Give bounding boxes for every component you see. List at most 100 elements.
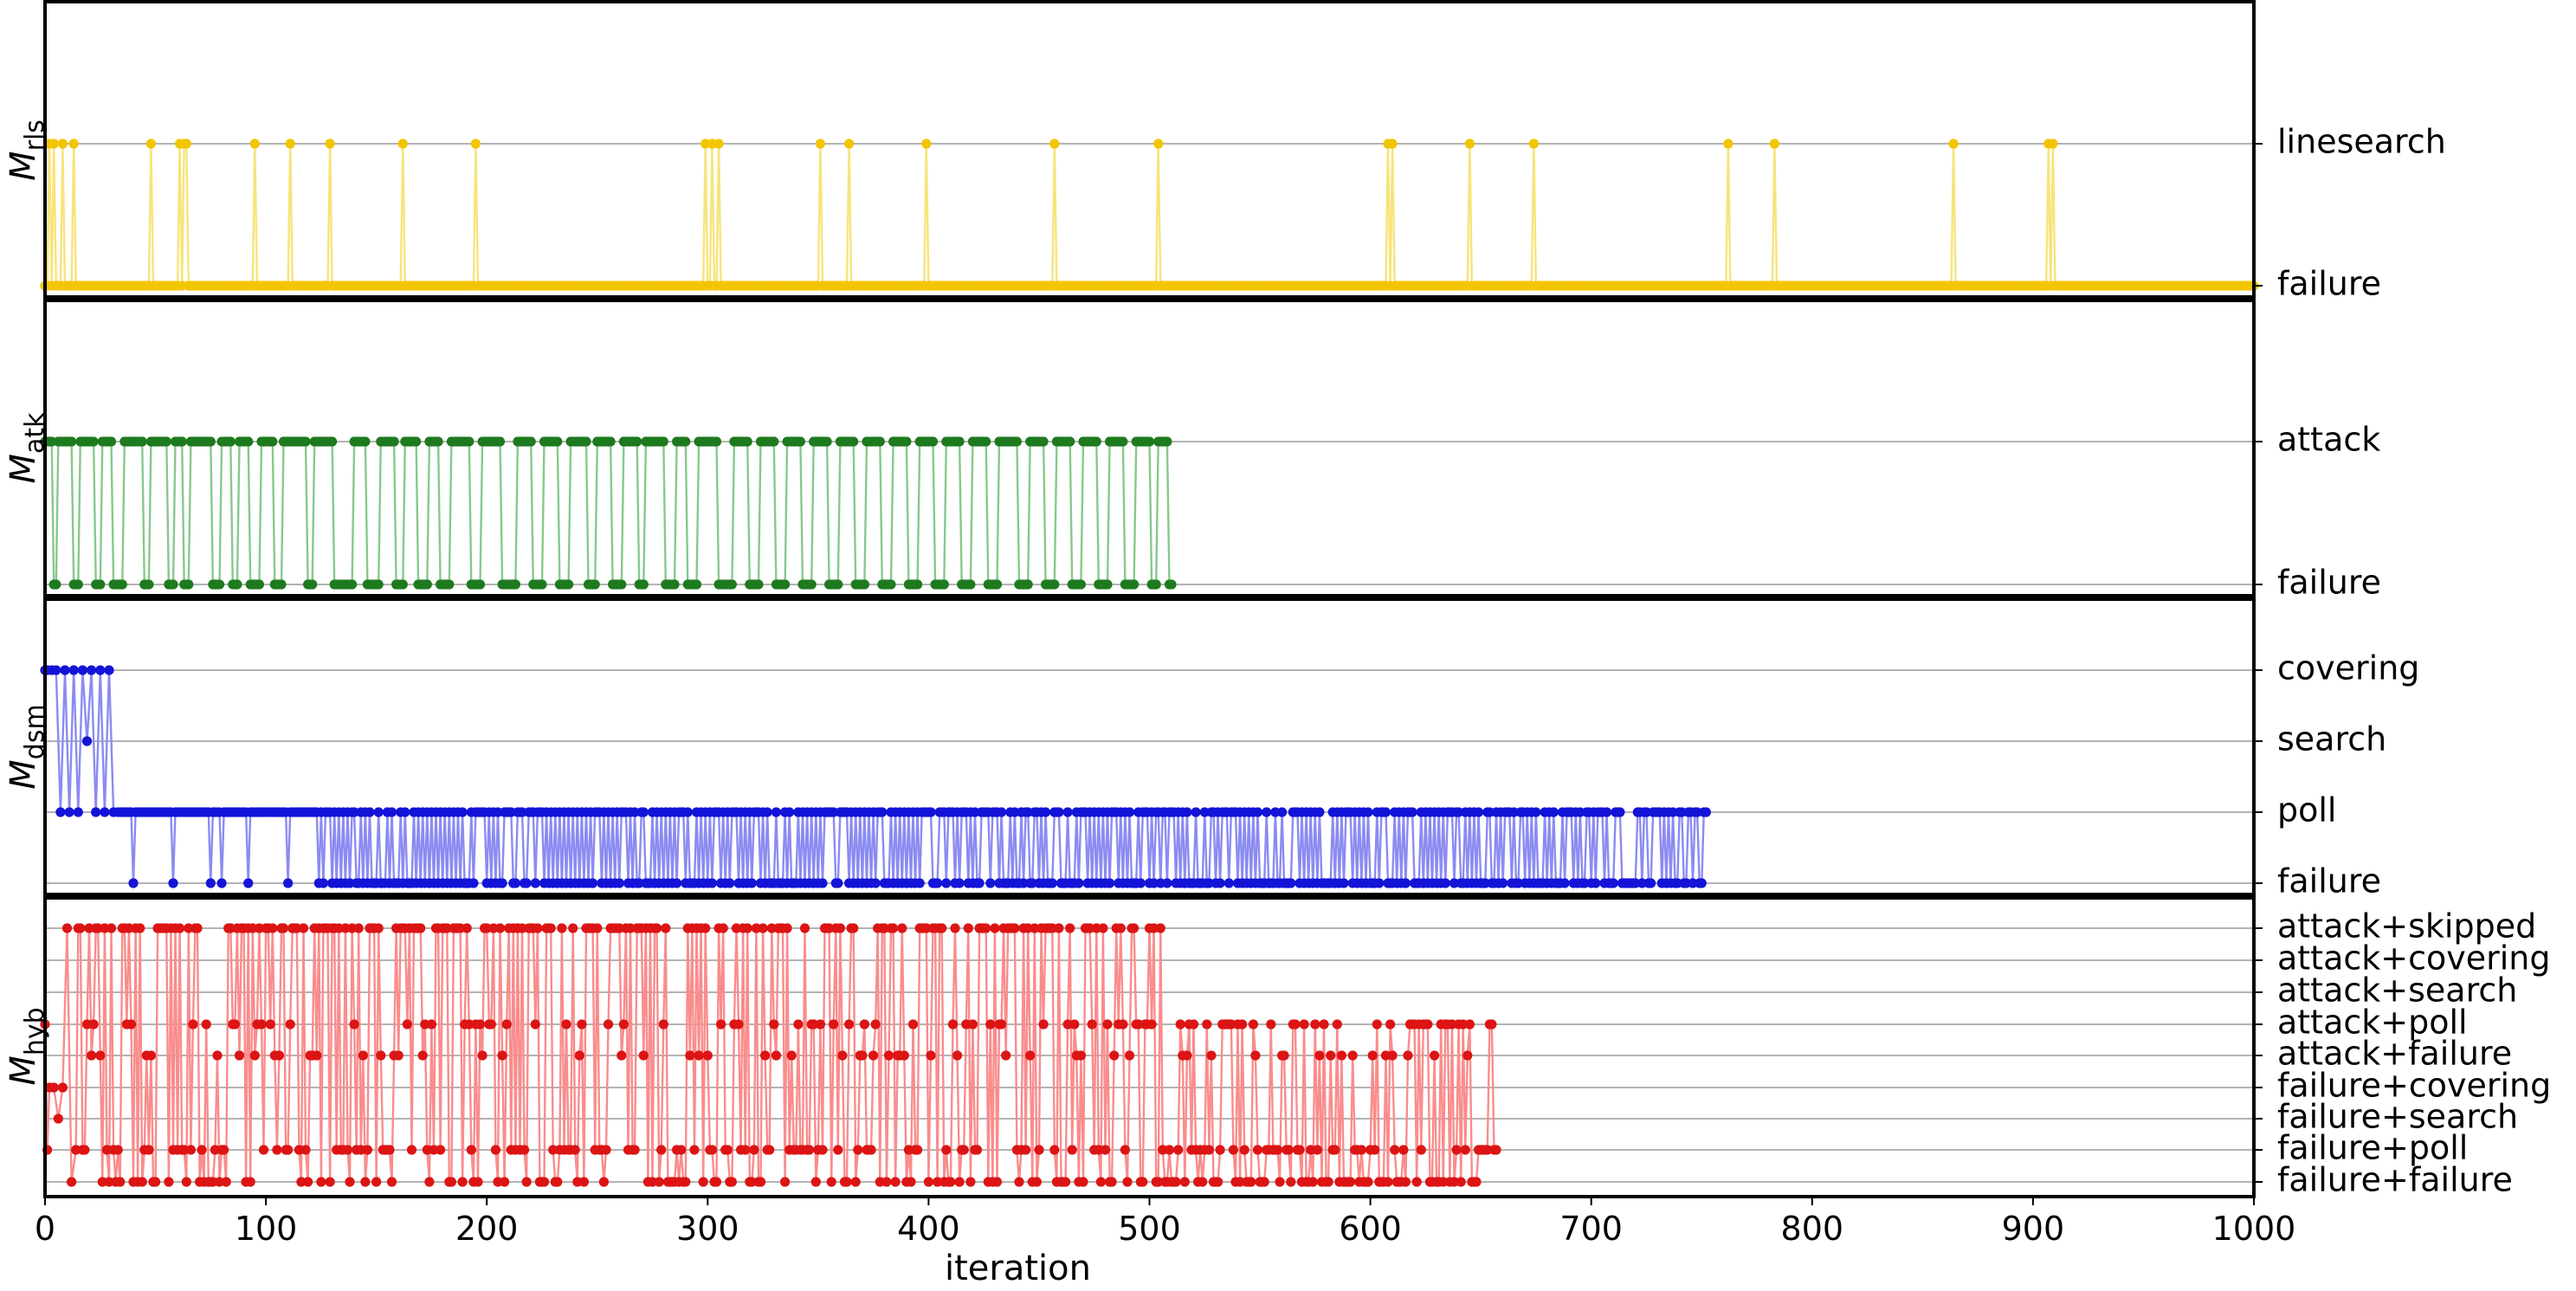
data-point bbox=[1330, 1145, 1340, 1155]
data-point bbox=[698, 1177, 708, 1187]
data-point bbox=[634, 878, 644, 888]
data-point bbox=[75, 923, 86, 933]
data-point bbox=[539, 1177, 550, 1187]
data-point bbox=[1259, 1177, 1269, 1187]
data-point bbox=[954, 436, 965, 447]
data-point bbox=[933, 878, 943, 888]
data-point bbox=[137, 1177, 147, 1187]
data-point bbox=[1215, 878, 1225, 888]
data-point bbox=[1266, 1019, 1276, 1030]
data-point bbox=[1062, 1019, 1073, 1030]
data-point bbox=[1314, 807, 1325, 817]
data-point bbox=[1487, 1019, 1497, 1030]
data-point bbox=[1323, 1177, 1333, 1187]
data-point bbox=[903, 1145, 914, 1155]
data-point bbox=[742, 436, 752, 447]
data-point bbox=[681, 1177, 691, 1187]
data-point bbox=[221, 1177, 231, 1187]
data-point bbox=[716, 1019, 726, 1030]
data-point bbox=[835, 923, 846, 933]
data-point bbox=[283, 1145, 294, 1155]
data-point bbox=[769, 1019, 779, 1030]
data-point bbox=[711, 436, 722, 447]
data-point bbox=[913, 579, 923, 590]
data-point bbox=[61, 923, 73, 933]
data-point bbox=[656, 1145, 667, 1155]
data-point bbox=[877, 807, 888, 817]
data-point bbox=[1062, 807, 1073, 817]
panel-ylabel-hyb: Mhyb bbox=[3, 1007, 50, 1085]
data-point bbox=[1067, 1145, 1077, 1155]
data-point bbox=[389, 436, 399, 447]
data-point bbox=[906, 1177, 916, 1187]
data-point bbox=[446, 1177, 457, 1187]
data-point bbox=[1030, 923, 1040, 933]
data-point bbox=[184, 923, 194, 933]
data-point bbox=[921, 139, 932, 149]
data-point bbox=[552, 436, 563, 447]
data-point bbox=[782, 923, 792, 933]
series-line-rls bbox=[45, 142, 2254, 287]
data-point bbox=[1129, 579, 1140, 590]
data-point bbox=[833, 579, 843, 590]
data-point bbox=[77, 665, 87, 675]
data-point bbox=[1248, 1019, 1258, 1030]
data-point bbox=[243, 878, 254, 888]
data-point bbox=[859, 579, 870, 590]
data-point bbox=[365, 807, 375, 817]
series-line-dsm bbox=[45, 668, 1707, 885]
data-point bbox=[972, 1145, 983, 1155]
data-point bbox=[751, 923, 762, 933]
data-point bbox=[546, 923, 556, 933]
data-point bbox=[360, 436, 371, 447]
data-point bbox=[771, 1050, 782, 1061]
data-point bbox=[101, 1145, 112, 1155]
data-point bbox=[784, 807, 795, 817]
data-point bbox=[444, 579, 455, 590]
data-point bbox=[312, 1050, 322, 1061]
data-point bbox=[325, 1177, 335, 1187]
data-point bbox=[1513, 878, 1524, 888]
data-point bbox=[245, 1177, 255, 1187]
data-point bbox=[71, 1145, 81, 1155]
data-point bbox=[100, 807, 110, 817]
data-point bbox=[844, 1019, 855, 1030]
data-point bbox=[1630, 878, 1641, 888]
data-point bbox=[1451, 1145, 1462, 1155]
data-point bbox=[51, 665, 61, 675]
data-point bbox=[1215, 1145, 1225, 1155]
data-point bbox=[268, 923, 278, 933]
data-point bbox=[475, 1019, 486, 1030]
data-point bbox=[490, 1145, 501, 1155]
data-point bbox=[1054, 807, 1064, 817]
data-point bbox=[1124, 1050, 1135, 1061]
data-point bbox=[254, 579, 264, 590]
data-point bbox=[376, 1050, 386, 1061]
data-point bbox=[870, 1019, 881, 1030]
x-tick-label: 700 bbox=[1559, 1210, 1623, 1248]
data-point bbox=[694, 1050, 704, 1061]
x-tick-label: 500 bbox=[1118, 1210, 1181, 1248]
x-tick-label: 0 bbox=[35, 1210, 55, 1248]
data-point bbox=[349, 807, 359, 817]
data-point bbox=[1464, 1019, 1475, 1030]
data-point bbox=[272, 1145, 282, 1155]
data-point bbox=[1049, 579, 1060, 590]
data-point bbox=[1474, 807, 1484, 817]
data-point bbox=[477, 1050, 487, 1061]
data-point bbox=[1498, 878, 1508, 888]
data-point bbox=[1701, 807, 1711, 817]
data-point bbox=[817, 878, 828, 888]
data-point bbox=[87, 1050, 97, 1061]
data-point bbox=[510, 878, 521, 888]
data-point bbox=[771, 807, 782, 817]
data-point bbox=[937, 923, 947, 933]
y-tick-label: attack+search bbox=[2277, 971, 2517, 1010]
data-point bbox=[707, 878, 718, 888]
data-point bbox=[1449, 1177, 1460, 1187]
data-point bbox=[967, 1019, 978, 1030]
data-point bbox=[652, 923, 662, 933]
data-point bbox=[795, 436, 806, 447]
data-point bbox=[426, 1019, 436, 1030]
